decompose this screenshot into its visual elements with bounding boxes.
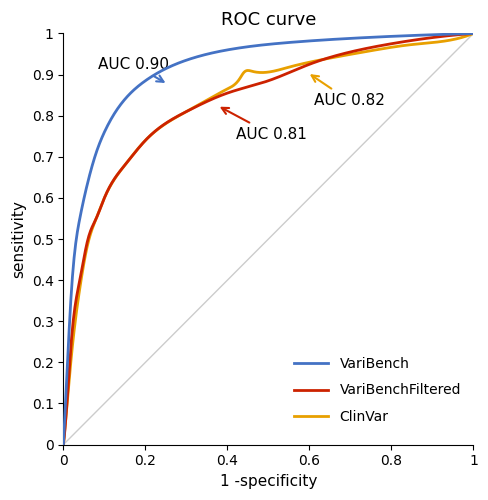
VariBench — [257, 42, 263, 48]
X-axis label: 1 -specificity: 1 -specificity — [219, 474, 316, 489]
VariBenchFiltered — [396, 40, 402, 46]
VariBenchFiltered — [61, 442, 66, 448]
Text: AUC 0.82: AUC 0.82 — [311, 76, 384, 108]
VariBenchFiltered — [282, 71, 287, 77]
VariBench — [282, 40, 287, 46]
Y-axis label: sensitivity: sensitivity — [11, 200, 26, 278]
ClinVar — [282, 65, 287, 71]
Title: ROC curve: ROC curve — [220, 11, 315, 29]
ClinVar — [396, 43, 402, 49]
ClinVar — [257, 70, 263, 75]
Line: ClinVar: ClinVar — [63, 34, 472, 445]
Text: AUC 0.90: AUC 0.90 — [98, 57, 169, 82]
VariBenchFiltered — [469, 30, 475, 36]
VariBenchFiltered — [257, 80, 263, 86]
VariBench — [469, 30, 475, 36]
VariBench — [255, 42, 261, 48]
VariBench — [460, 30, 466, 36]
VariBench — [396, 33, 402, 39]
ClinVar — [304, 60, 310, 66]
VariBench — [304, 38, 310, 44]
ClinVar — [61, 442, 66, 448]
VariBenchFiltered — [255, 81, 261, 87]
ClinVar — [460, 34, 466, 40]
ClinVar — [255, 70, 261, 75]
VariBench — [61, 442, 66, 448]
ClinVar — [469, 30, 475, 36]
Line: VariBench: VariBench — [63, 34, 472, 445]
Text: AUC 0.81: AUC 0.81 — [221, 108, 306, 142]
Line: VariBenchFiltered: VariBenchFiltered — [63, 34, 472, 445]
VariBenchFiltered — [460, 31, 466, 37]
Legend: VariBench, VariBenchFiltered, ClinVar: VariBench, VariBenchFiltered, ClinVar — [287, 352, 466, 430]
VariBenchFiltered — [304, 62, 310, 68]
